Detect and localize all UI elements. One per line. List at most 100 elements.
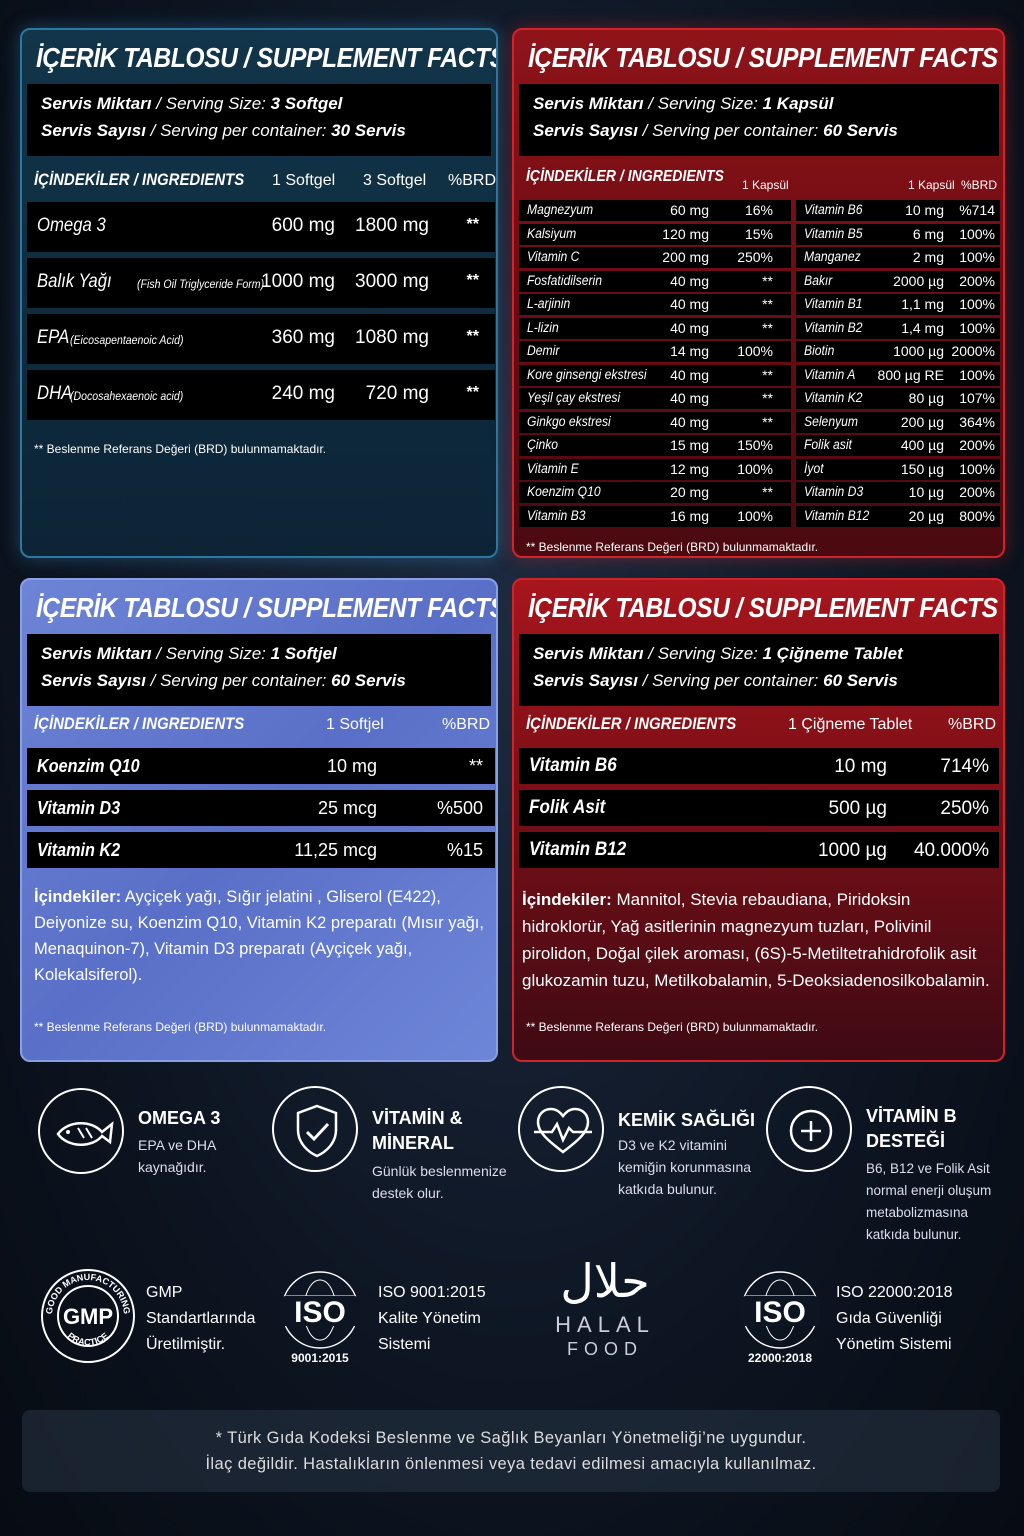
ingredient-name: Çinko [527,437,559,452]
serving-info: Servis Miktarı / Serving Size: 1 Softjel… [27,634,491,706]
column-header-right-kapsul: 1 Kapsül [908,178,955,192]
column-header-brd: %BRD [961,178,998,192]
amount: 12 mg [670,460,709,477]
disclaimer-line-1: * Türk Gıda Kodeksi Beslenme ve Sağlık B… [215,1429,807,1447]
amount: 10 mg [834,756,887,777]
amount: 200 mg [662,249,709,265]
ingredients-header: İÇİNDEKİLER / INGREDIENTS [526,714,737,733]
brd-value: 100% [737,460,773,477]
brd-value: ** [466,384,479,401]
brd-value: ** [762,390,773,406]
servings-label: Servis Sayısı [533,121,638,140]
ingredient-name: Vitamin B2 [804,319,863,335]
amount: 120 mg [662,225,709,242]
ingredient-name: Bakır [804,272,833,288]
ingredient-name: Fosfatidilserin [527,272,602,288]
table-row: Koenzim Q10 10 mg ** [27,748,495,784]
feature-bone-health: KEMİK SAĞLIĞI D3 ve K2 vitamini kemiğin … [518,1086,758,1206]
column-header-1-softjel: 1 Softjel [326,716,384,733]
amount-1-softgel: 600 mg [271,215,335,236]
table-row: Vitamin E 12 mg 100% [519,458,791,480]
amount-3-softgel: 1800 mg [355,215,429,236]
svg-text:ISO: ISO [294,1296,346,1329]
serving-size-label: Servis Miktarı [41,644,152,663]
brd-value: 800% [959,507,995,524]
servings-label: Servis Sayısı [41,671,146,690]
serving-size-label: Servis Miktarı [533,94,644,113]
amount: 1,4 mg [901,319,944,336]
feature-vitamin-b: VİTAMİN B DESTEĞİ B6, B12 ve Folik Asit … [766,1086,1006,1246]
amount: 500 µg [828,798,888,819]
amount: 20 mg [670,484,709,500]
amount: 20 µg [908,507,944,524]
brd-value: 250% [940,798,989,819]
table-row: Bakır 2000 µg 200% [796,270,1000,292]
brd-footnote: ** Beslenme Referans Değeri (BRD) bulunm… [34,442,327,456]
amount: 16 mg [670,507,709,524]
amount: 80 µg [908,390,944,406]
ingredients-list: İçindekiler: Ayçiçek yağı, Sığır jelatin… [34,888,484,984]
ingredient-name: Koenzim Q10 [527,484,601,499]
brd-value: 107% [959,390,995,406]
brd-value: ** [762,366,773,383]
amount: 150 µg [900,460,944,477]
table-row: Vitamin K2 80 µg 107% [796,388,1000,409]
amount: 40 mg [670,272,709,289]
ingredient-name: Balık Yağı [37,271,112,292]
ingredient-name: DHA [37,383,73,404]
brd-value: 15% [744,225,773,242]
table-row: Selenyum 200 µg 364% [796,411,1000,433]
amount: 800 µg RE [877,366,944,383]
amount: 2000 µg [893,272,944,289]
servings-value: 60 Servis [823,121,898,140]
panel-title: İÇERİK TABLOSU / SUPPLEMENT FACTS [528,42,998,73]
ingredient-name: Vitamin E [527,460,579,476]
column-header-brd: %BRD [442,716,491,733]
amount: 15 mg [670,437,709,453]
gmp-badge: GOOD MANUFACTURING PRACTICE GMP [41,1269,135,1363]
table-row: Kore ginsengi ekstresi 40 mg ** [519,364,791,386]
brd-value: ** [762,484,773,500]
ingredient-name: Vitamin A [804,366,856,382]
amount: 1,1 mg [901,296,944,312]
iso-9001-title: ISO 9001:2015 [378,1284,486,1301]
ingredient-subname: (Docosahexaenoic acid) [69,389,184,403]
amount: 40 mg [670,390,709,406]
iso-9001-certification: ISO 9001:2015 ISO 9001:2015 Kalite Yönet… [272,1266,512,1376]
table-row: Vitamin D3 10 µg 200% [796,482,1000,503]
feature-description: EPA ve DHA kaynağıdır. [138,1137,216,1175]
amount: 40 mg [670,296,709,312]
brd-value: 250% [737,249,773,265]
brd-value: 16% [744,202,773,218]
column-header-1-softgel: 1 Softgel [272,172,336,189]
ingredient-name: Vitamin D3 [804,484,864,499]
brd-value: 100% [959,225,995,242]
brd-footnote: ** Beslenme Referans Değeri (BRD) bulunm… [526,1020,819,1034]
supplement-facts-panel-vitamin-b: İÇERİK TABLOSU / SUPPLEMENT FACTS Servis… [512,578,1005,1062]
iso-22000-certification: ISO 22000:2018 ISO 22000:2018 Gıda Güven… [732,1266,1002,1376]
gmp-title: GMP [146,1284,183,1301]
ingredient-name: Demir [527,343,560,358]
ingredient-name: Magnezyum [527,202,594,217]
column-header-brd: %BRD [448,172,497,189]
amount: 6 mg [912,225,944,242]
ingredients-list: İçindekiler: Mannitol, Stevia rebaudiana… [522,890,990,990]
ingredient-name: Ginkgo ekstresi [527,413,611,429]
iso-22000-title: ISO 22000:2018 [836,1284,953,1301]
amount: 40 mg [670,413,709,430]
supplement-facts-panel-multivitamin: İÇERİK TABLOSU / SUPPLEMENT FACTS Servis… [512,28,1005,558]
table-row: EPA (Eicosapentaenoic Acid) 360 mg 1080 mg *… [27,314,495,364]
supplement-facts-panel-omega3: İÇERİK TABLOSU / SUPPLEMENT FACTS Servis… [20,28,498,558]
table-row: Yeşil çay ekstresi 40 mg ** [519,388,791,409]
ingredient-name: Koenzim Q10 [37,756,140,776]
table-row: Fosfatidilserin 40 mg ** [519,270,791,292]
panel-title: İÇERİK TABLOSU / SUPPLEMENT FACTS [36,592,498,623]
brd-value: 100% [959,460,995,477]
plus-circle-icon [766,1086,852,1172]
amount: 40 mg [670,319,709,336]
table-row: Demir 14 mg 100% [519,341,791,362]
iso-9001-badge: ISO 9001:2015 [280,1271,360,1365]
ingredient-name: Kalsiyum [527,225,577,241]
ingredient-name: Vitamin B1 [804,296,863,311]
ingredient-name: Vitamin C [527,249,580,264]
